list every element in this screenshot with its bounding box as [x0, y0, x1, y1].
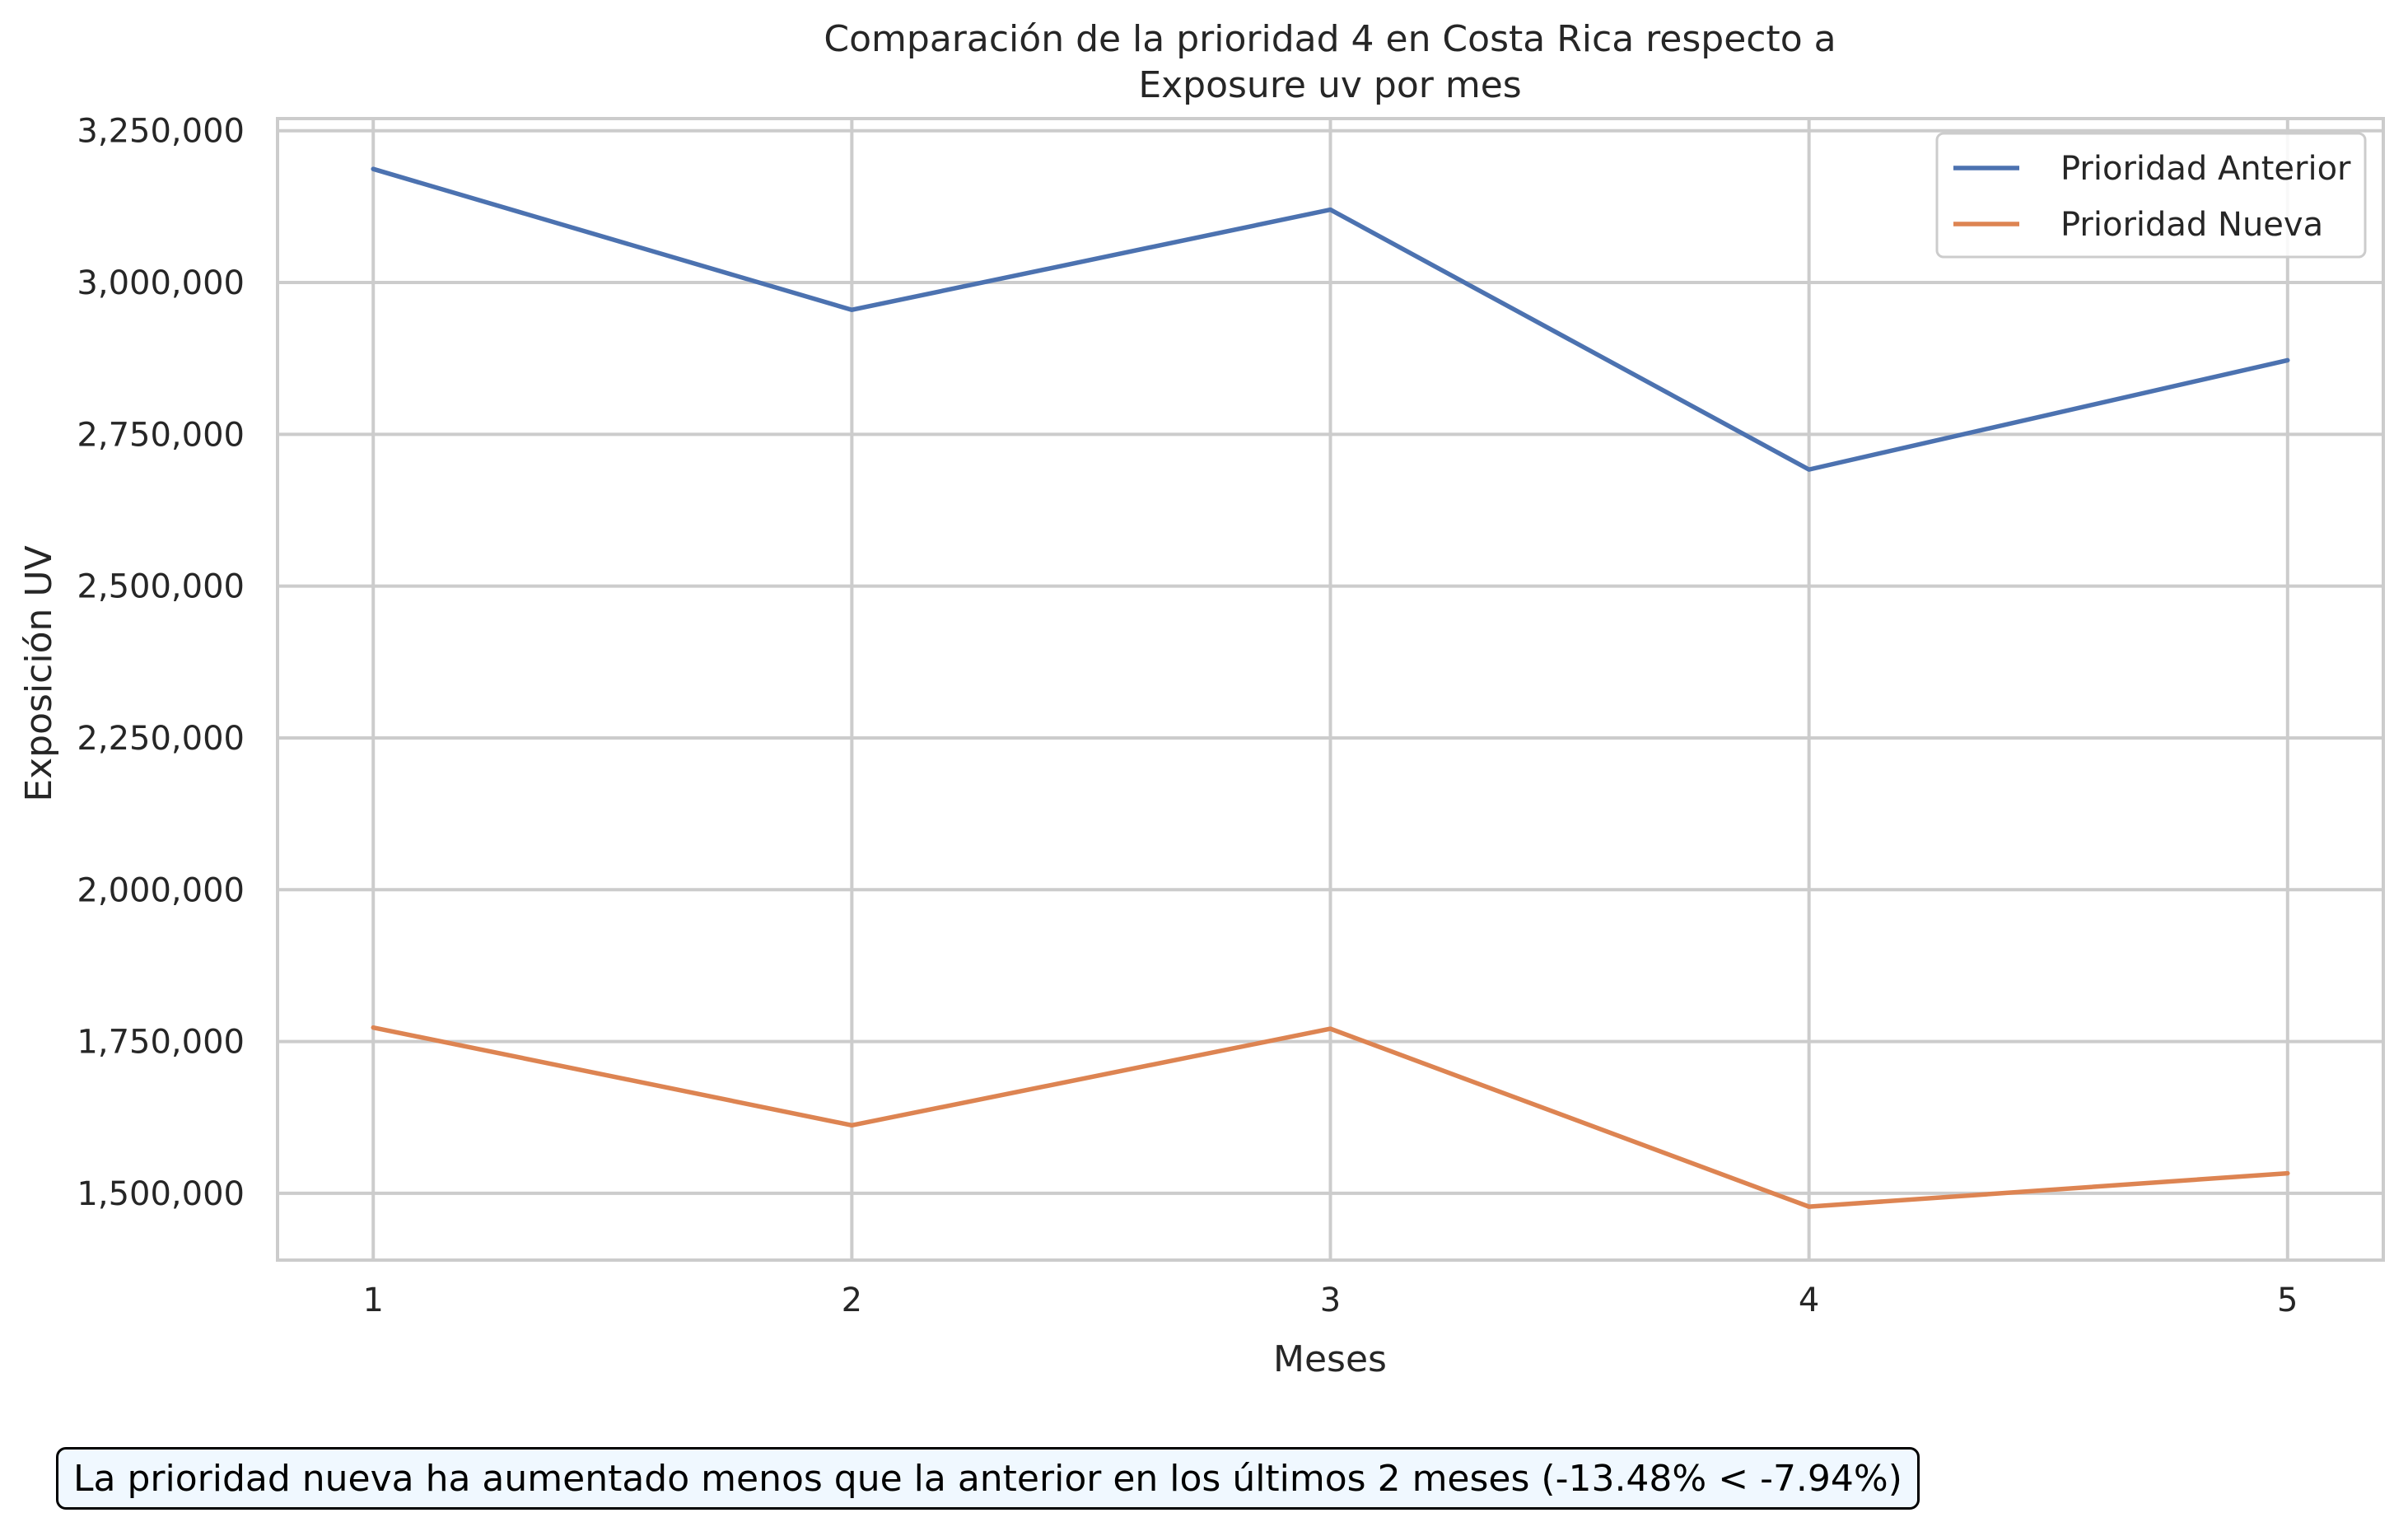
chart-title-line-1: Comparación de la prioridad 4 en Costa R…	[824, 18, 1836, 60]
legend-box	[1935, 132, 2367, 259]
x-axis-title: Meses	[1273, 1338, 1387, 1380]
y-tick-label: 2,250,000	[77, 720, 245, 758]
y-axis-ticks: 1,500,000 1,750,000 2,000,000 2,250,000 2,50…	[77, 113, 245, 1213]
chart-title-line-2: Exposure uv por mes	[1138, 64, 1521, 106]
data-point	[372, 1027, 374, 1029]
grid-lines	[278, 119, 2383, 1260]
plot-border	[276, 117, 2385, 1262]
plot-frame	[276, 117, 2385, 1262]
data-point	[2287, 1173, 2289, 1174]
data-point	[1808, 469, 1810, 470]
x-tick-label: 3	[1320, 1282, 1341, 1319]
x-axis-ticks: 1 2 3 4 5	[363, 1282, 2298, 1319]
legend: Prioridad Anterior Prioridad Nueva	[1935, 132, 2367, 259]
x-tick-label: 4	[1799, 1282, 1819, 1319]
data-point	[1330, 209, 1331, 211]
data-point	[2287, 359, 2289, 361]
series-lines	[371, 166, 2290, 1209]
y-axis-title: Exposición UV	[18, 545, 60, 801]
x-tick-label: 2	[842, 1282, 862, 1319]
x-tick-label: 1	[363, 1282, 384, 1319]
legend-label: Prioridad Nueva	[2060, 206, 2323, 244]
y-tick-label: 2,500,000	[77, 568, 245, 606]
conclusion-note: La prioridad nueva ha aumentado menos qu…	[56, 1447, 1920, 1510]
y-tick-label: 2,750,000	[77, 416, 245, 454]
y-tick-label: 1,500,000	[77, 1175, 245, 1213]
legend-label: Prioridad Anterior	[2060, 150, 2351, 188]
x-tick-label: 5	[2277, 1282, 2298, 1319]
y-tick-label: 3,000,000	[77, 264, 245, 302]
y-tick-label: 2,000,000	[77, 871, 245, 909]
data-point	[372, 168, 374, 170]
y-tick-label: 1,750,000	[77, 1024, 245, 1062]
y-tick-label: 3,250,000	[77, 113, 245, 151]
